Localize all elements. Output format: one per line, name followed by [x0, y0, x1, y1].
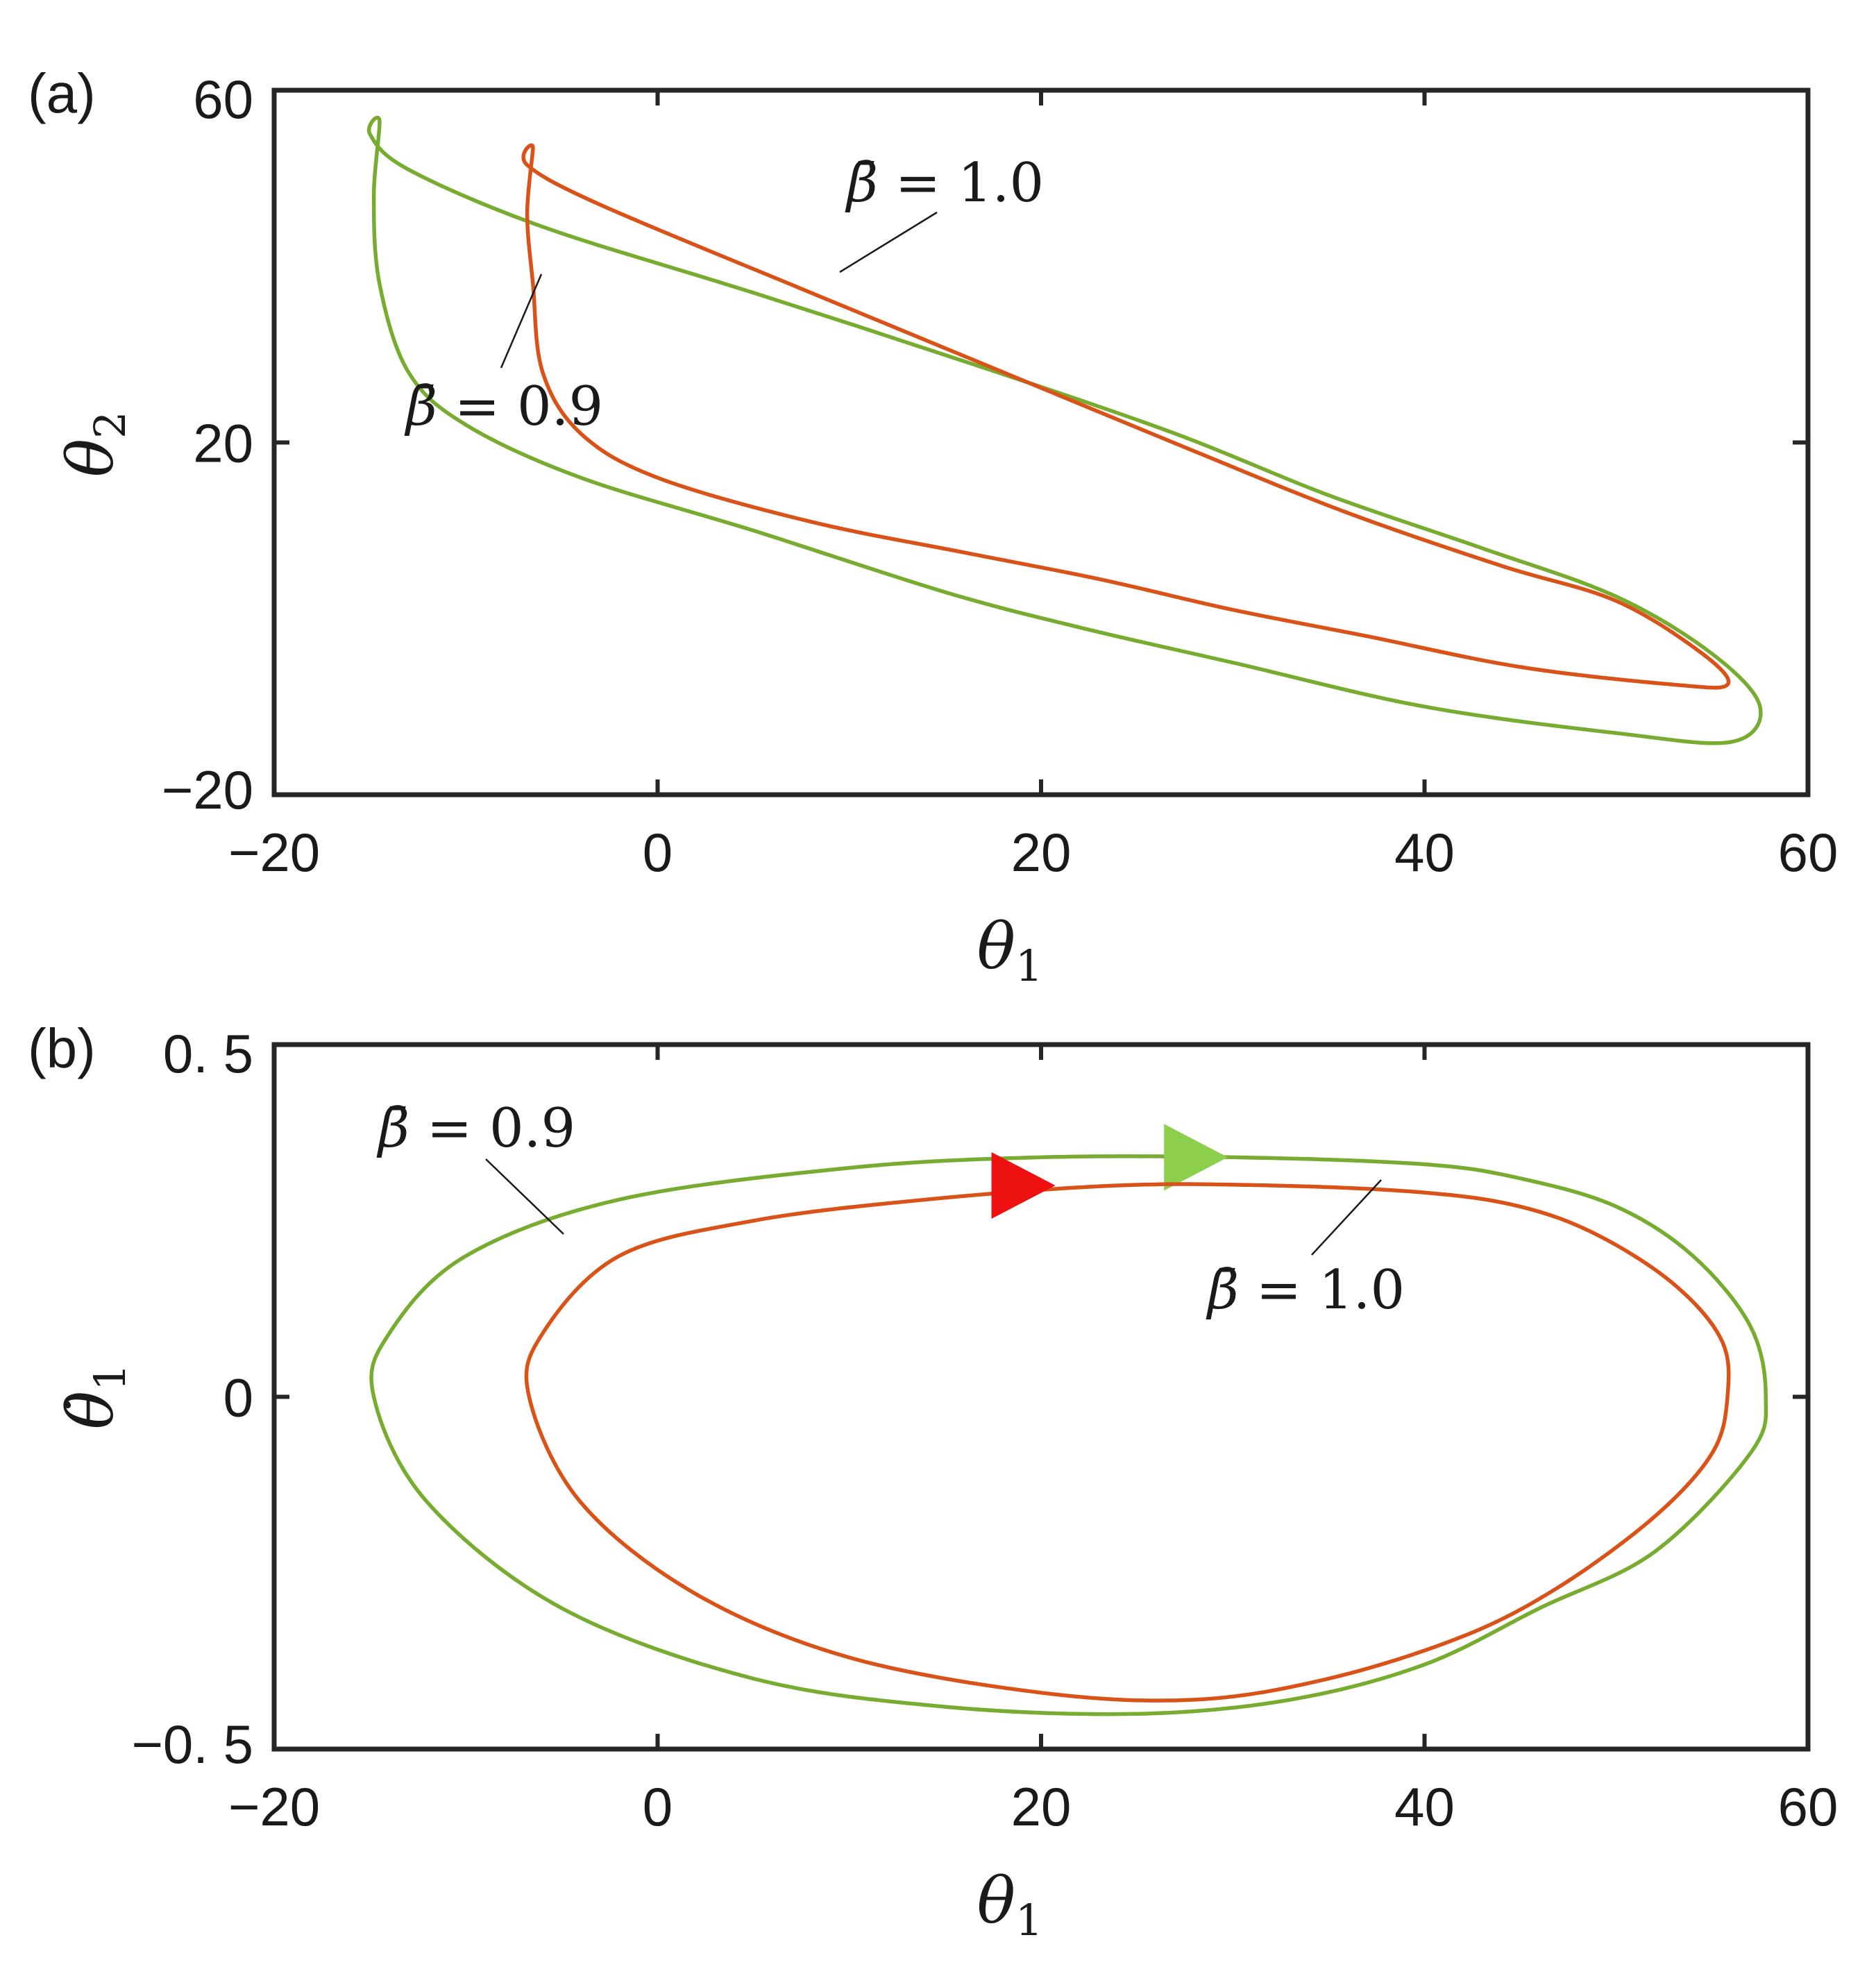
- panel-a-annotation-beta-0-9: β̄ = 0.9: [404, 375, 603, 438]
- panel-a-x-tick-label: 60: [1778, 822, 1839, 883]
- panel-b-series-line-beta-1-0: [524, 1182, 1731, 1703]
- panel-a-x-axis-label: θ1: [977, 909, 1043, 991]
- panel-b-x-tick-label: −20: [228, 1776, 320, 1837]
- panel-b-y-axis-label: θ̇1: [53, 1364, 135, 1430]
- panel-a-y-axis-label: θ2: [53, 412, 135, 478]
- panel-a-series-line-beta-0-9: [366, 115, 1763, 745]
- panel-b-annotation-leader-1: [485, 1158, 564, 1235]
- panel-b-annotation-leader-2: [1311, 1179, 1382, 1256]
- panel-b-y-tick-label: 0: [223, 1367, 253, 1428]
- panel-b-x-tick-label: 40: [1394, 1776, 1455, 1837]
- panel-b-ticks: −20 0 20 40 60 −0. 5 0 0. 5: [131, 1023, 1838, 1837]
- panel-a-x-tick-label: −20: [228, 822, 320, 883]
- panel-b-annotation-beta-0-9: β̄ = 0.9: [376, 1097, 575, 1160]
- panel-b-x-tick-label: 0: [643, 1776, 673, 1837]
- panel-a-x-tick-label: 20: [1011, 822, 1072, 883]
- panel-b: (b) −20 0 20 40 60 −0. 5 0 0. 5 θ1 θ̇1 β̄ = 0.9…: [28, 1018, 1838, 1945]
- panel-b-annotation-beta-1-0: β̄ = 1.0: [1206, 1259, 1405, 1322]
- panel-b-x-tick-label: 20: [1011, 1776, 1072, 1837]
- panel-b-direction-arrow-beta-0-9: [1164, 1124, 1228, 1191]
- panel-a-y-tick-label: 20: [193, 413, 253, 474]
- panel-b-series-line-beta-0-9: [369, 1154, 1768, 1716]
- panel-b-axes-frame: [271, 1042, 1811, 1752]
- panel-a-annotation-leader-2: [500, 273, 543, 369]
- panel-b-y-tick-label: −0. 5: [131, 1714, 253, 1775]
- panel-a: (a) −20 0 20 40 60 −20 20 60 θ1 θ2 β̄ = 1.0 β̄ …: [28, 62, 1838, 991]
- panel-a-x-tick-label: 0: [643, 822, 673, 883]
- panel-a-label: (a): [28, 62, 96, 124]
- panel-b-x-tick-label: 60: [1778, 1776, 1839, 1837]
- panel-a-axes-frame: [271, 87, 1811, 797]
- panel-b-y-tick-label: 0. 5: [163, 1023, 253, 1084]
- panel-a-y-tick-label: −20: [162, 759, 253, 820]
- panel-a-y-tick-label: 60: [193, 69, 253, 130]
- panel-b-series: [369, 1124, 1768, 1716]
- panel-b-x-axis-label: θ1: [977, 1864, 1043, 1945]
- panel-a-annotation-beta-1-0: β̄ = 1.0: [845, 152, 1044, 214]
- panel-a-x-tick-label: 40: [1394, 822, 1455, 883]
- panel-b-label: (b): [28, 1018, 96, 1079]
- panel-b-direction-arrow-beta-1-0: [991, 1152, 1056, 1219]
- panel-a-series-line-beta-1-0: [521, 143, 1731, 690]
- panel-a-series: [366, 115, 1763, 745]
- panel-a-annotation-leader-1: [839, 211, 938, 273]
